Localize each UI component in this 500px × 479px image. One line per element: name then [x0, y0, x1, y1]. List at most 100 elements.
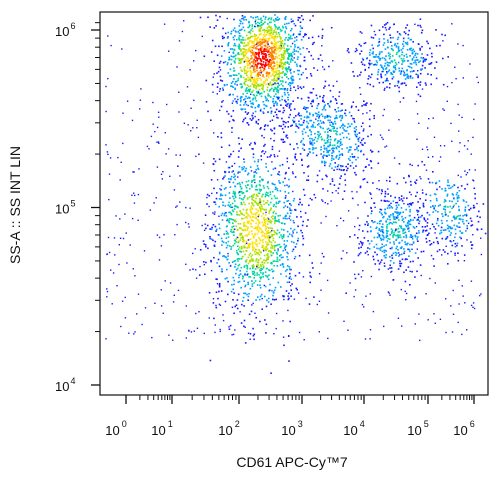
event-dot [400, 225, 403, 227]
event-dot [240, 232, 243, 235]
event-dot [240, 50, 242, 52]
event-dot [398, 33, 401, 35]
event-dot [339, 116, 341, 118]
event-dot [272, 218, 274, 220]
event-dot [318, 273, 321, 275]
event-dot [255, 222, 257, 225]
event-dot [321, 115, 324, 118]
event-dot [245, 69, 247, 71]
event-dot [251, 216, 254, 218]
event-dot [270, 244, 273, 246]
event-dot [276, 187, 278, 190]
event-dot [369, 62, 371, 65]
event-dot [390, 228, 393, 230]
event-dot [301, 203, 303, 206]
event-dot [266, 194, 269, 196]
event-dot [207, 247, 209, 250]
event-dot [292, 163, 294, 165]
event-dot [240, 212, 242, 214]
event-dot [391, 45, 393, 47]
event-dot [324, 104, 326, 106]
event-dot [251, 25, 254, 27]
event-dot [271, 79, 273, 81]
event-dot [411, 238, 414, 240]
event-dot [261, 134, 263, 137]
event-dot [252, 81, 255, 83]
event-dot [379, 220, 381, 223]
event-dot [257, 18, 260, 21]
event-dot [408, 223, 411, 225]
event-dot [271, 58, 273, 61]
event-dot [406, 222, 409, 225]
event-dot [275, 88, 277, 90]
event-dot [234, 87, 236, 90]
event-dot [212, 212, 214, 214]
event-dot [261, 297, 263, 300]
event-dot [236, 299, 239, 301]
event-dot [309, 119, 311, 122]
event-dot [258, 266, 261, 269]
event-dot [286, 76, 288, 78]
event-dot [343, 129, 345, 131]
event-dot [405, 53, 408, 56]
event-dot [417, 257, 419, 259]
event-dot [260, 60, 263, 63]
event-dot [267, 236, 270, 239]
event-dot [271, 270, 274, 273]
event-dot [378, 234, 380, 236]
event-dot [256, 261, 259, 264]
event-dot [212, 298, 215, 300]
event-dot [250, 36, 252, 38]
event-dot [267, 30, 270, 33]
event-dot [272, 36, 275, 39]
event-dot [267, 18, 269, 21]
event-dot [218, 290, 220, 293]
event-dot [401, 63, 403, 65]
event-dot [272, 205, 275, 207]
event-dot [410, 202, 412, 205]
event-dot [255, 194, 258, 197]
event-dot [250, 255, 252, 258]
event-dot [377, 45, 379, 47]
event-dot [289, 275, 291, 278]
event-dot [280, 138, 283, 141]
event-dot [262, 15, 265, 18]
event-dot [126, 262, 128, 264]
event-dot [254, 107, 257, 109]
event-dot [308, 204, 310, 207]
event-dot [366, 158, 368, 160]
event-dot [226, 277, 228, 279]
event-dot [362, 130, 365, 132]
event-dot [243, 280, 245, 282]
event-dot [449, 240, 452, 242]
event-dot [353, 261, 355, 263]
event-dot [306, 166, 309, 168]
event-dot [281, 95, 284, 98]
event-dot [250, 310, 253, 313]
event-dot [293, 22, 295, 25]
event-dot [359, 87, 361, 89]
event-dot [285, 290, 288, 292]
event-dot [162, 171, 164, 173]
event-dot [453, 224, 456, 227]
event-dot [235, 238, 237, 240]
event-dot [220, 55, 223, 57]
event-dot [452, 313, 455, 315]
event-dot [253, 270, 255, 273]
event-dot [211, 226, 213, 229]
event-dot [229, 211, 232, 214]
event-dot [454, 254, 456, 256]
event-dot [264, 274, 267, 277]
event-dot [317, 103, 320, 105]
event-dot [244, 169, 247, 172]
event-dot [175, 206, 177, 208]
event-dot [266, 98, 268, 101]
event-dot [453, 197, 455, 200]
event-dot [185, 263, 187, 265]
event-dot [396, 38, 399, 41]
event-dot [247, 31, 250, 33]
event-dot [407, 224, 409, 227]
event-dot [280, 43, 282, 46]
event-dot [414, 54, 416, 56]
event-dot [252, 245, 254, 247]
